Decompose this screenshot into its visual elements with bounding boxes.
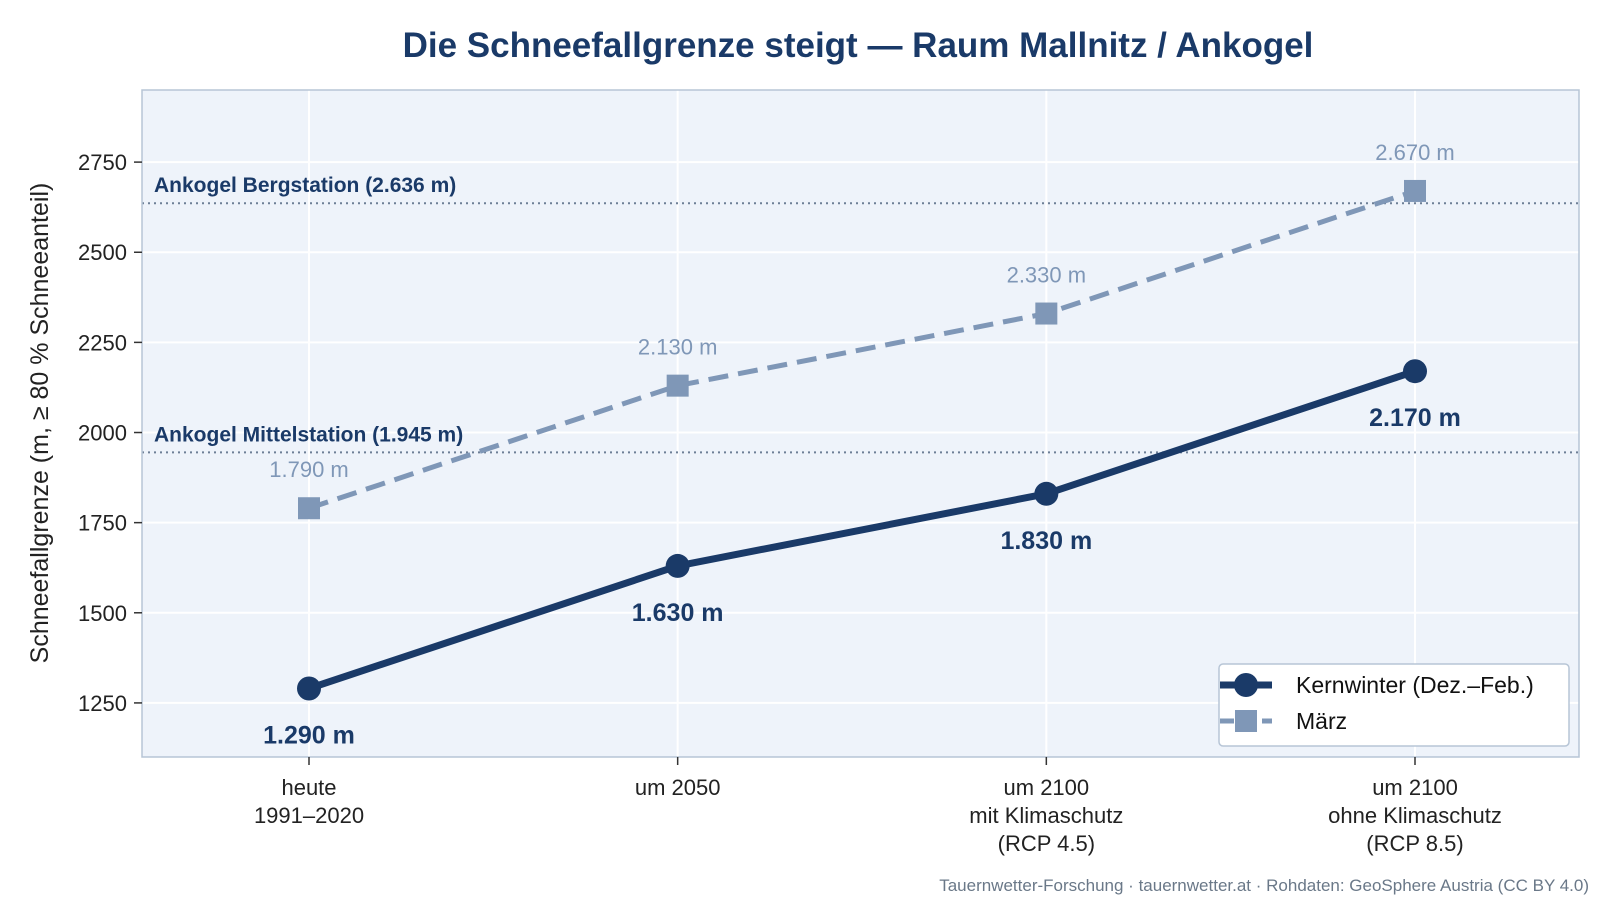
plot-area [142,90,1579,757]
data-point [1403,359,1427,384]
data-point [665,553,690,578]
y-tick-label: 1500 [78,601,127,626]
legend-marker [1234,673,1258,697]
y-tick-label: 2750 [78,150,127,175]
grid [142,90,1579,757]
legend-marker [1235,710,1257,732]
y-tick-label: 2000 [78,421,127,446]
data-point [666,374,689,397]
x-tick-label: um 2100 mit Klimaschutz (RCP 4.5) [969,775,1123,856]
y-axis: 1250 1500 1750 2000 2250 2500 2750 [78,150,142,716]
chart-title: Die Schneefallgrenze steigt — Raum Malln… [403,26,1314,65]
data-point [1035,302,1058,325]
data-label: 2.670 m [1375,140,1455,165]
reference-line-label: Ankogel Bergstation (2.636 m) [154,174,456,197]
legend-entry: Kernwinter (Dez.–Feb.) [1220,672,1534,698]
legend: Kernwinter (Dez.–Feb.) März [1218,663,1570,747]
data-label: 2.130 m [638,335,718,360]
data-point [298,497,320,520]
series-2: 1.790 m 2.130 m 2.330 m 2.670 m [269,140,1455,520]
source-footer: Tauernwetter-Forschung · tauernwetter.at… [939,876,1589,895]
series: 1.790 m 2.130 m 2.330 m 2.670 m 1.290 m 1.630… [263,140,1461,750]
data-label: 2.330 m [1007,263,1087,288]
legend-label: Kernwinter (Dez.–Feb.) [1296,672,1534,698]
y-axis-label: Schneefallgrenze (m, ≥ 80 % Schneeanteil… [26,183,54,664]
data-point [1404,179,1426,202]
legend-box [1218,663,1570,747]
series-1: 1.290 m 1.630 m 1.830 m 2.170 m [263,359,1461,749]
data-label: 1.290 m [263,721,355,749]
series-line [308,188,1416,511]
x-axis: heute 1991–2020 um 2050 um 2100 mit Klimasch… [254,757,1502,856]
legend-entry: März [1220,708,1347,734]
y-tick-label: 2250 [78,330,127,355]
data-label: 1.790 m [269,457,349,482]
y-tick-label: 1250 [78,691,127,716]
reference-line-label: Ankogel Mittelstation (1.945 m) [154,423,463,446]
x-tick-label: um 2050 [635,775,721,800]
x-tick-label: heute 1991–2020 [254,775,364,828]
data-point [1034,481,1059,506]
data-label: 1.630 m [632,599,724,627]
x-tick-label: um 2100 ohne Klimaschutz (RCP 8.5) [1328,775,1502,856]
legend-label: März [1296,708,1347,734]
data-label: 1.830 m [1000,527,1092,555]
reference-lines: Ankogel Bergstation (2.636 m) Ankogel Mit… [142,174,1579,454]
y-tick-label: 1750 [78,511,127,536]
plot-border [141,89,1580,758]
series-line [305,367,1419,692]
y-tick-label: 2500 [78,240,127,265]
data-label: 2.170 m [1369,404,1461,432]
data-point [297,676,321,701]
